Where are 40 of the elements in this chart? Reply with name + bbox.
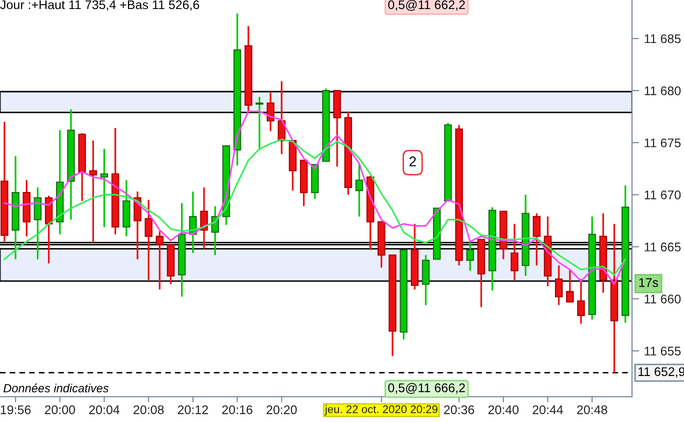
x-tick-label: 20:20 [266, 405, 297, 414]
candlestick [510, 223, 518, 281]
x-tick-label: 19:56 [0, 405, 31, 414]
x-tick-label: 20:08 [134, 405, 164, 414]
annotation: Données indicatives [4, 384, 109, 392]
candlestick [100, 148, 108, 228]
candlestick [532, 212, 541, 266]
candlestick [266, 92, 274, 132]
y-tick-label: 11 665 [644, 242, 681, 252]
x-tick-label: 20:44 [532, 405, 564, 414]
candlestick [566, 268, 574, 303]
text: 17s [639, 278, 658, 287]
x-tick-label: 20:04 [89, 405, 120, 414]
candlestick [89, 140, 98, 244]
x-tick-label: 20:40 [488, 405, 519, 414]
candlestick [156, 230, 164, 290]
candlestick [422, 254, 430, 306]
candlestick [256, 96, 264, 151]
x-tick-label: 20:16 [222, 405, 252, 414]
candlestick [144, 199, 152, 281]
y-tick-label: 11 660 [644, 294, 681, 304]
x-tick-label: 20:48 [577, 405, 608, 414]
x-tick-label: 20:36 [444, 405, 474, 414]
x-tick-label: 20:12 [178, 405, 208, 414]
y-tick-label: 11 680 [644, 86, 681, 96]
annotation: 2 [410, 156, 416, 166]
x-tick-label: jeu. 22 oct. 2020 20:29 [324, 405, 438, 416]
candlestick [200, 186, 208, 250]
y-tick-label: 11 685 [644, 34, 681, 44]
y-tick-label: 11 655 [644, 346, 681, 356]
candlestick [466, 240, 474, 272]
x-tick-label: 20:00 [44, 405, 76, 414]
candlestick [355, 162, 364, 218]
annotation: 0,5@11 662,2 [388, 0, 465, 11]
candlestick [554, 264, 563, 306]
candlestick [577, 278, 585, 325]
annotation: Jour :+Haut 11 735,4 +Bas 11 526,6 [0, 0, 200, 11]
y-tick-label: 11 675 [644, 138, 681, 148]
y-tick-label: 11 670 [644, 190, 681, 200]
annotation: 0,5@11 666,2 [388, 383, 465, 394]
